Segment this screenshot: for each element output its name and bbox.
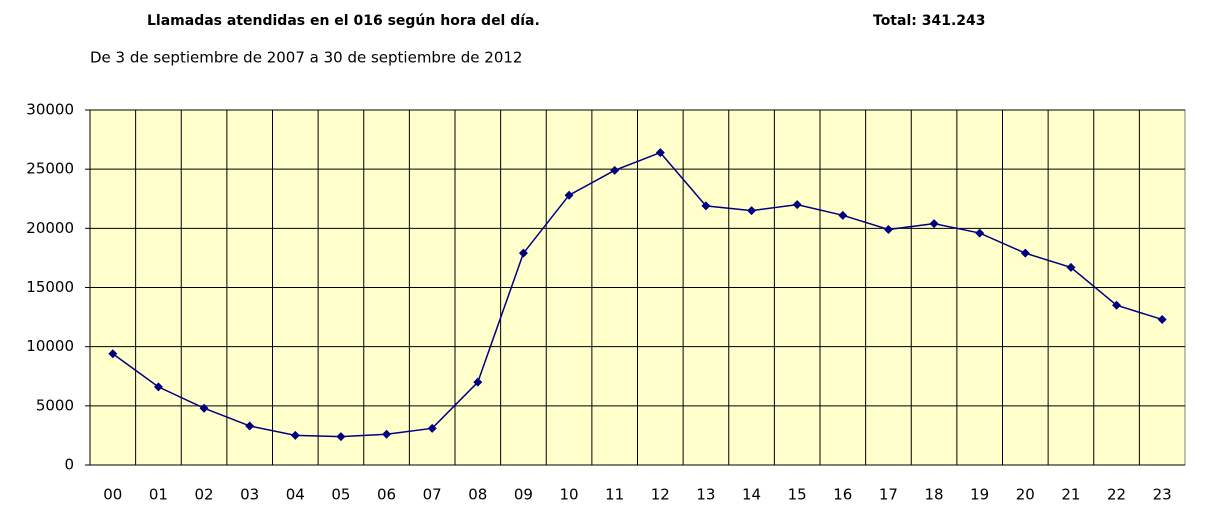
data-point	[883, 225, 893, 235]
data-point	[1112, 300, 1122, 310]
x-tick-label: 18	[925, 486, 944, 504]
data-point	[382, 429, 392, 439]
data-point	[701, 201, 711, 211]
x-tick-label: 08	[468, 486, 487, 504]
x-tick-label: 07	[423, 486, 442, 504]
data-point	[792, 200, 802, 210]
x-tick-label: 02	[195, 486, 214, 504]
chart-subtitle: De 3 de septiembre de 2007 a 30 de septi…	[90, 49, 522, 67]
data-point	[564, 190, 574, 200]
data-point	[108, 349, 118, 359]
x-tick-label: 00	[103, 486, 122, 504]
data-point	[610, 165, 620, 175]
data-point	[245, 421, 255, 431]
data-point	[1066, 262, 1076, 272]
chart-total: Total: 341.243	[873, 13, 986, 29]
x-tick-label: 21	[1061, 486, 1080, 504]
data-point	[838, 210, 848, 220]
y-tick-label: 30000	[26, 101, 74, 119]
x-tick-label: 20	[1016, 486, 1035, 504]
data-point	[153, 382, 163, 392]
y-tick-label: 15000	[26, 278, 74, 296]
y-tick-label: 0	[64, 456, 74, 474]
x-tick-label: 14	[742, 486, 761, 504]
x-tick-label: 17	[879, 486, 898, 504]
x-tick-label: 16	[833, 486, 852, 504]
series-line	[112, 151, 1163, 438]
x-tick-label: 03	[240, 486, 259, 504]
data-point	[929, 219, 939, 229]
x-tick-label: 23	[1153, 486, 1172, 504]
data-point	[1157, 314, 1167, 324]
x-tick-label: 15	[788, 486, 807, 504]
data-point	[473, 377, 483, 387]
x-tick-label: 12	[651, 486, 670, 504]
data-point	[199, 403, 209, 413]
data-point	[747, 206, 757, 216]
data-point	[336, 432, 346, 442]
x-tick-label: 09	[514, 486, 533, 504]
data-point	[518, 248, 528, 258]
chart-title: Llamadas atendidas en el 016 según hora …	[147, 13, 540, 29]
data-point	[290, 430, 300, 440]
x-tick-label: 22	[1107, 486, 1126, 504]
data-point	[655, 148, 665, 158]
x-tick-label: 11	[605, 486, 624, 504]
x-tick-label: 06	[377, 486, 396, 504]
y-tick-label: 20000	[26, 219, 74, 237]
x-tick-label: 01	[149, 486, 168, 504]
x-tick-label: 05	[331, 486, 350, 504]
y-tick-label: 10000	[26, 337, 74, 355]
y-tick-label: 25000	[26, 160, 74, 178]
x-tick-label: 10	[560, 486, 579, 504]
x-tick-label: 04	[286, 486, 305, 504]
data-point	[975, 228, 985, 238]
data-point	[427, 423, 437, 433]
x-tick-label: 13	[696, 486, 715, 504]
y-tick-label: 5000	[36, 396, 74, 414]
data-point	[1020, 248, 1030, 258]
x-tick-label: 19	[970, 486, 989, 504]
